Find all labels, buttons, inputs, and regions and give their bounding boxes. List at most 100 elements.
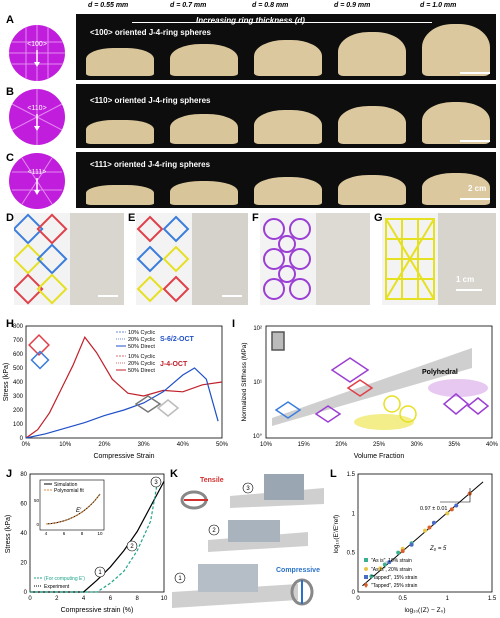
scale-bar [460, 140, 490, 142]
scatter-point [431, 520, 436, 525]
scatter-point [382, 562, 387, 567]
j-xlabel: Compressive strain (%) [61, 607, 134, 614]
i-xtick: 15% [298, 442, 311, 448]
lattice-g-photo: 1 cm [438, 213, 496, 305]
specimen-photo [164, 158, 244, 208]
panel-label-e: E [128, 212, 136, 224]
legend-item: "As is", 20% strain [371, 567, 412, 573]
label-s62oct: S-6/2-OCT [160, 336, 195, 343]
callout-3: 3 [154, 480, 158, 486]
i-xlabel: Volume Fraction [354, 453, 405, 460]
h-ytick: 200 [13, 408, 24, 414]
panel-k-illustration: Tensile 3 2 1 Compressive [172, 474, 324, 608]
specimen-2 [228, 520, 280, 542]
scale-bar-label: 1 cm [456, 275, 475, 284]
i-xtick: 30% [411, 442, 424, 448]
scatter-point [396, 550, 401, 555]
scatter-point [423, 528, 427, 533]
specimen-photo [164, 20, 244, 80]
label-j4oct: J-4-OCT [160, 361, 188, 368]
h-xtick: 30% [138, 442, 151, 448]
specimen-photo [80, 20, 160, 80]
i-ytick: 10° [253, 434, 263, 440]
label-polyhedral: Polyhedral [422, 369, 458, 376]
label-compressive: Compressive [276, 567, 320, 574]
scatter-point [409, 542, 414, 547]
i-ytick: 10² [253, 326, 262, 332]
j-xtick: 8 [136, 596, 140, 602]
sphere-row-b: <110> oriented J-4-ring spheres [76, 84, 496, 148]
slope-triangle [440, 488, 471, 503]
row-caption: <110> oriented J-4-ring spheres [90, 96, 211, 105]
j-xtick: 2 [55, 596, 59, 602]
scatter-point [378, 566, 383, 571]
legend-item: 10% Cyclic [128, 330, 155, 336]
specimen-photo [332, 158, 412, 208]
l-ylabel: log₁₀(E′/E′ref) [333, 515, 340, 553]
legend-item: "Tapped", 25% strain [371, 583, 418, 589]
legend-item: Experiment [44, 584, 70, 590]
specimen-photo [248, 20, 328, 80]
scatter-point [427, 525, 432, 530]
sphere-row-a: Increasing ring thickness (d) <100> orie… [76, 14, 496, 80]
lattice-e-tile [136, 213, 248, 305]
legend-item: "Tapped", 15% strain [371, 575, 418, 581]
j-ytick: 20 [20, 561, 27, 567]
l-xtick: 0 [356, 596, 360, 602]
polyhedral-band [272, 348, 472, 426]
specimen-photo [248, 158, 328, 208]
row-caption: <111> oriented J-4-ring spheres [90, 160, 211, 169]
specimen-photo [332, 90, 412, 148]
stage-2: 2 [212, 528, 216, 534]
chart-h: 0 100 200 300 400 500 600 700 800 0% 10% 20% 30% 40%… [3, 324, 229, 460]
l-xtick: 1.5 [488, 596, 497, 602]
scale-bar-label: 2 cm [468, 184, 487, 193]
panel-label-b: B [6, 86, 14, 98]
scatter-point [369, 574, 374, 579]
inset-tick: 8 [81, 531, 84, 536]
panel-label-f: F [252, 212, 259, 224]
specimen-photo [416, 90, 496, 148]
j-ytick: 60 [20, 502, 27, 508]
legend-item: 50% Direct [128, 368, 155, 374]
scatter-point [449, 507, 454, 512]
inset-tick: 4 [45, 531, 48, 536]
sphere-row-c: <111> oriented J-4-ring spheres 2 cm [76, 152, 496, 208]
panel-label-d: D [6, 212, 14, 224]
specimen-photo [164, 90, 244, 148]
specimen-photo [80, 158, 160, 208]
l-xlabel: log₁₀(⟨Z⟩ − Z₀) [404, 606, 445, 614]
inset-tick: 50 [34, 498, 40, 503]
panel-label-j: J [6, 468, 13, 480]
h-ylabel: Stress (kPa) [3, 363, 10, 402]
inset-tick: 0 [36, 522, 39, 527]
h-ytick: 600 [13, 352, 24, 358]
sphere-110-render: <110> [9, 89, 65, 145]
j-inset [39, 479, 105, 531]
h-xtick: 20% [98, 442, 111, 448]
lattice-d-photo [70, 213, 124, 305]
scatter-point [400, 549, 405, 554]
orient-label: <111> [28, 169, 47, 176]
panel-label-l: L [330, 468, 337, 480]
j-xtick: 6 [109, 596, 113, 602]
h-ytick: 0 [20, 436, 24, 442]
i-ytick: 10¹ [253, 380, 262, 386]
j-xtick: 0 [28, 596, 32, 602]
sphere-100-render: <100> [9, 25, 65, 81]
scatter-point [467, 491, 472, 496]
purple-band [428, 379, 488, 397]
lattice-d-tile [14, 213, 124, 305]
panel-label-h: H [6, 318, 14, 330]
h-ytick: 700 [13, 338, 24, 344]
h-ytick: 100 [13, 422, 24, 428]
i-lattice-icons [271, 331, 490, 423]
lattice-d-render [14, 213, 68, 305]
stage-3: 3 [246, 486, 250, 492]
panel-label-g: G [374, 212, 383, 224]
specimen-3 [264, 474, 304, 500]
l-xtick: 0.5 [398, 596, 407, 602]
specimen-photo [80, 90, 160, 148]
lattice-e-photo [192, 213, 248, 305]
